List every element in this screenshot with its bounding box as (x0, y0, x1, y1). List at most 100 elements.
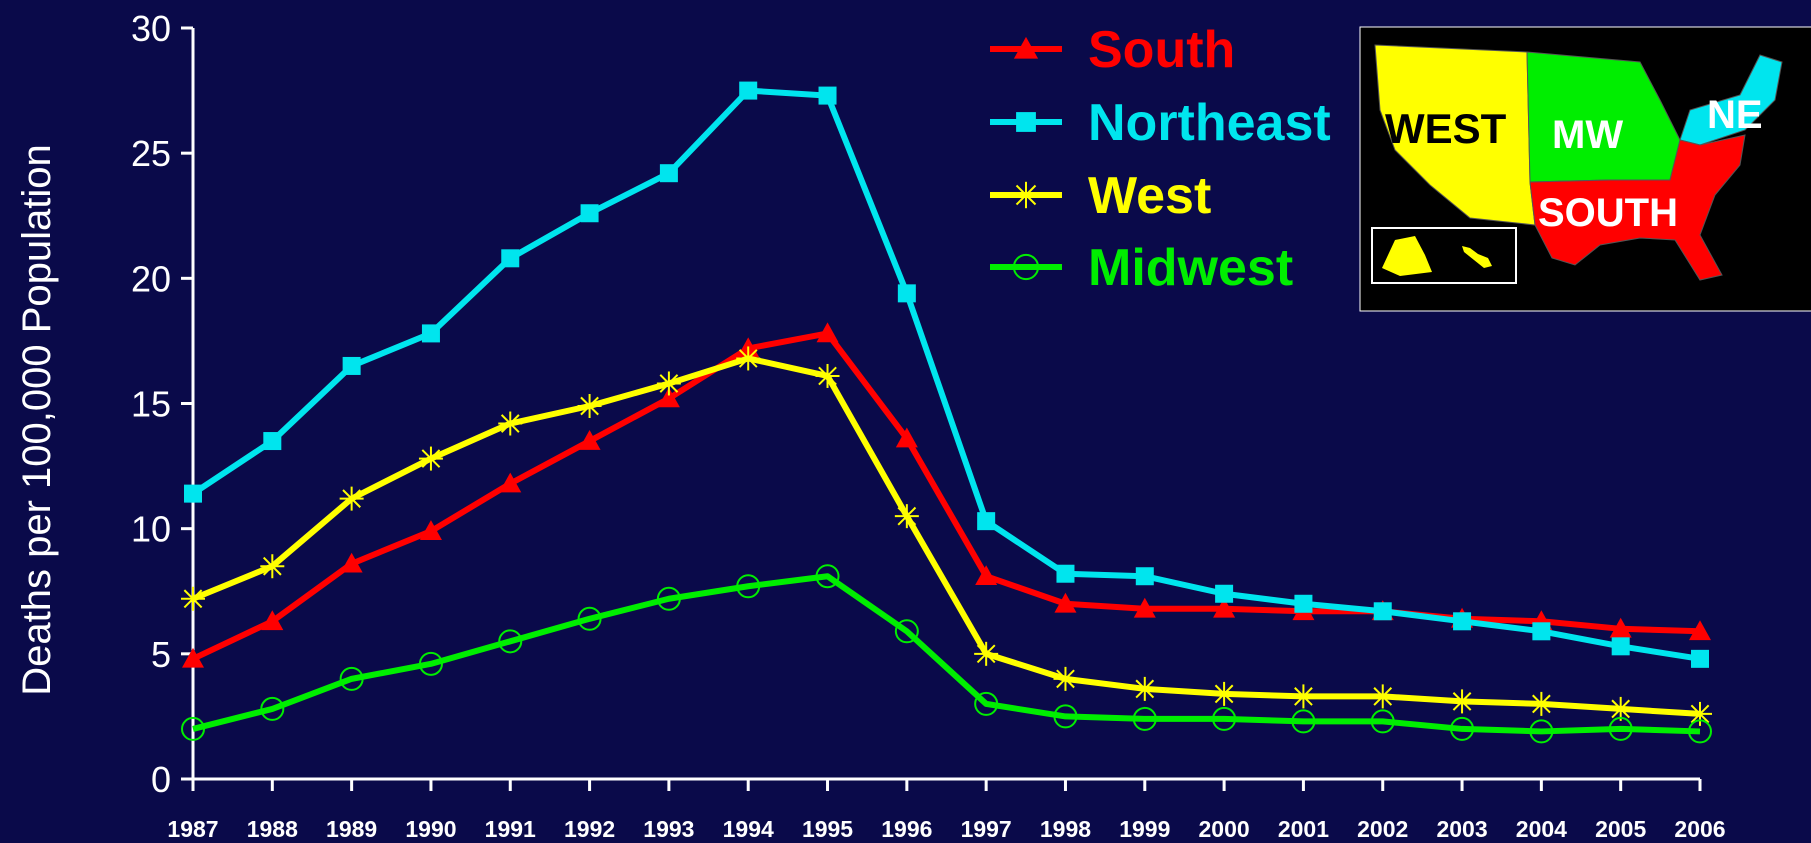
triangle-marker (1054, 592, 1077, 613)
circle-marker (577, 606, 602, 631)
x-tick-label: 1987 (167, 816, 218, 842)
map-hawaii (1462, 246, 1492, 268)
y-tick-label: 0 (151, 759, 171, 800)
square-marker (580, 204, 599, 223)
circle-marker (1688, 719, 1712, 744)
triangle-marker (1013, 36, 1039, 59)
circle-marker (260, 696, 285, 721)
circle-marker (656, 586, 681, 611)
circle-marker (1132, 706, 1157, 731)
x-tick-label: 2002 (1357, 816, 1408, 842)
x-tick-label: 1989 (326, 816, 377, 842)
square-marker (1453, 612, 1472, 631)
square-marker (1294, 594, 1313, 613)
legend-item-south: South (990, 21, 1235, 79)
star-marker (656, 371, 681, 396)
square-marker (659, 164, 678, 183)
square-marker (1532, 622, 1551, 641)
star-marker (1053, 666, 1078, 691)
triangle-marker (657, 387, 680, 408)
triangle-marker (419, 520, 442, 540)
x-tick-label: 1990 (405, 816, 456, 842)
star-marker (1370, 684, 1395, 709)
x-tick-label: 1997 (961, 816, 1012, 842)
circle-marker (815, 564, 840, 589)
star-marker (577, 394, 602, 419)
star-marker (974, 641, 999, 666)
circle-marker (1529, 719, 1554, 744)
x-tick-label: 2001 (1278, 816, 1329, 842)
star-marker (1450, 689, 1475, 714)
square-marker (184, 484, 202, 503)
triangle-marker (261, 610, 284, 631)
x-tick-label: 1991 (485, 816, 536, 842)
x-tick-label: 1988 (247, 816, 298, 842)
star-marker (736, 346, 761, 371)
map-label-midwest: MW (1552, 113, 1623, 157)
x-tick-label: 1998 (1040, 816, 1091, 842)
square-marker (739, 81, 758, 100)
legend-label: Midwest (1088, 239, 1293, 297)
triangle-marker (1213, 597, 1236, 618)
circle-marker (1450, 716, 1475, 741)
map-alaska (1382, 236, 1432, 276)
legend-item-midwest: Midwest (990, 239, 1293, 297)
circle-marker (736, 574, 761, 599)
square-marker (1135, 567, 1154, 586)
map-region-south (1529, 134, 1746, 281)
square-marker (421, 324, 440, 343)
circle-marker (1370, 709, 1395, 734)
circle-marker (1608, 716, 1633, 741)
square-marker (1611, 637, 1630, 656)
star-marker (339, 486, 364, 511)
star-marker (1012, 181, 1040, 209)
circle-marker (1053, 704, 1078, 729)
triangle-marker (182, 647, 204, 668)
map-alaska-hawaii-box (1371, 227, 1517, 284)
x-tick-label: 1993 (643, 816, 694, 842)
map-label-south: SOUTH (1538, 191, 1678, 235)
series (181, 81, 1712, 744)
square-marker (818, 86, 837, 105)
legend-label: West (1088, 167, 1211, 225)
series-south (182, 322, 1711, 668)
square-marker (1215, 584, 1234, 603)
circle-marker (1291, 709, 1316, 734)
south-line (191, 330, 1701, 662)
triangle-marker (1609, 617, 1632, 638)
y-tick-label: 20 (131, 258, 171, 299)
square-marker (1691, 649, 1709, 668)
triangle-marker (816, 322, 839, 343)
square-marker (977, 512, 996, 531)
circle-marker (181, 716, 205, 741)
y-tick-label: 5 (151, 634, 171, 675)
star-marker (1132, 676, 1157, 701)
star-marker (815, 363, 840, 388)
x-tick-label: 2003 (1436, 816, 1487, 842)
map-label-northeast: NE (1707, 93, 1763, 137)
x-tick-label: 2000 (1199, 816, 1250, 842)
legend: South Northeast West Midwest (990, 21, 1331, 297)
circle-marker (974, 691, 999, 716)
circle-marker (498, 629, 523, 654)
star-marker (1212, 681, 1237, 706)
square-marker (501, 249, 520, 268)
square-marker (897, 284, 916, 303)
series-midwest (181, 564, 1712, 744)
legend-label: South (1088, 21, 1235, 79)
square-marker (1016, 112, 1036, 132)
y-tick-label: 25 (131, 133, 171, 174)
square-marker (1056, 564, 1075, 583)
x-tick-label: 2004 (1516, 816, 1567, 842)
y-tick-label: 15 (131, 384, 171, 425)
square-marker (263, 432, 282, 451)
y-axis-title: Deaths per 100,000 Population (15, 144, 59, 696)
triangle-marker (1133, 597, 1156, 618)
circle-marker (1212, 706, 1237, 731)
square-marker (342, 356, 361, 375)
midwest-line (192, 573, 1701, 735)
x-tick-label: 1992 (564, 816, 615, 842)
x-tick-label: 2006 (1674, 816, 1725, 842)
star-marker (418, 446, 443, 471)
triangle-marker (499, 472, 522, 493)
